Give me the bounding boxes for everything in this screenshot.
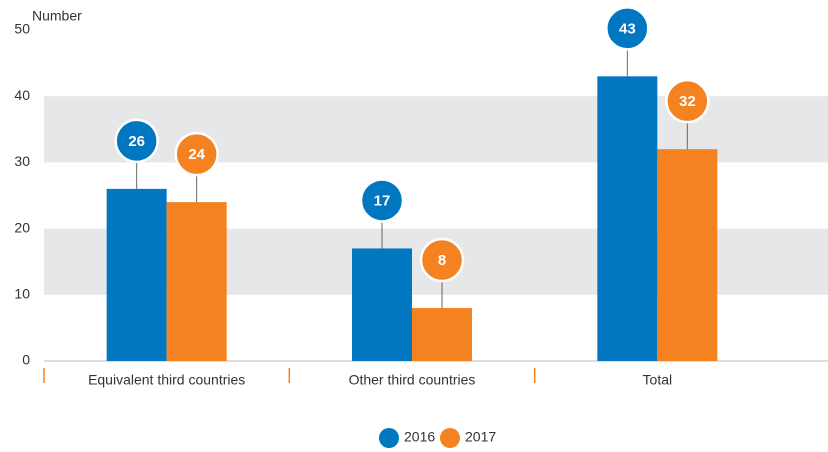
label-bubble [605, 6, 650, 51]
legend-label: 2017 [465, 429, 496, 445]
legend-swatch [379, 428, 399, 448]
bar [597, 76, 658, 361]
y-tick-label: 30 [14, 153, 30, 169]
y-tick-label: 20 [14, 219, 30, 235]
y-tick-label: 40 [14, 87, 30, 103]
bar [657, 149, 718, 361]
label-bubble [419, 237, 465, 283]
label-bubble [174, 131, 219, 177]
data-label: 26 [128, 133, 145, 150]
x-tick-label: Other third countries [349, 372, 476, 388]
label-bubble [665, 78, 710, 124]
legend-swatch [440, 428, 460, 448]
data-label: 17 [374, 192, 391, 209]
legend-label: 2016 [404, 429, 435, 445]
data-label: 43 [619, 20, 636, 37]
label-bubble [359, 178, 405, 223]
y-axis-label: Number [32, 8, 82, 24]
bar [352, 248, 412, 361]
bar [166, 202, 227, 361]
data-label: 24 [188, 146, 205, 163]
label-bubble [114, 118, 159, 164]
x-tick-label: Equivalent third countries [88, 372, 245, 388]
data-label: 8 [438, 252, 446, 269]
y-tick-label: 50 [14, 21, 30, 37]
y-tick-label: 0 [22, 352, 30, 368]
data-label: 32 [679, 93, 696, 110]
bar [412, 308, 472, 361]
x-tick-label: Total [643, 372, 673, 388]
bar [106, 188, 167, 361]
y-tick-label: 10 [14, 286, 30, 302]
